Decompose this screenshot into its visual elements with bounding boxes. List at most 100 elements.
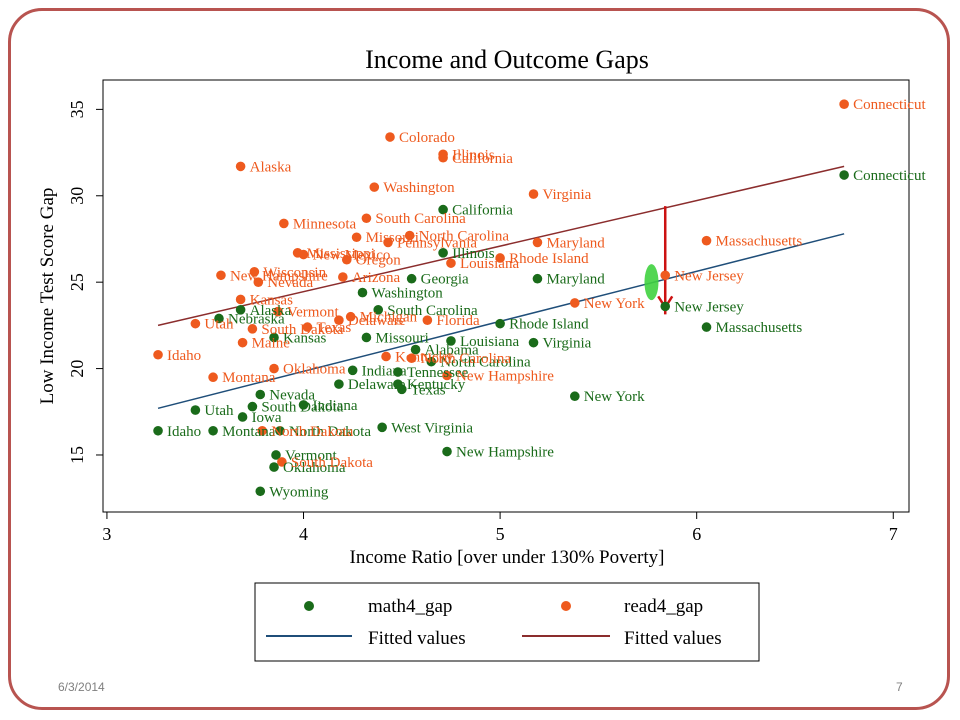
read4_gap-point-label: Delaware: [348, 313, 406, 329]
read4_gap-point-label: California: [452, 151, 513, 167]
x-tick-label: 7: [889, 524, 898, 544]
math4_gap-point: [438, 204, 448, 215]
read4_gap-point-label: Montana: [222, 370, 276, 386]
read4_gap-point-label: Kansas: [250, 292, 293, 308]
read4_gap-point-label: New Hampshire: [456, 368, 554, 384]
slide-frame: [8, 8, 950, 710]
read4_gap-point-label: Oregon: [356, 253, 401, 269]
read4_gap-point-label: Louisiana: [460, 256, 519, 272]
math4_gap-point-label: Georgia: [421, 272, 469, 288]
read4_gap-point-label: Maryland: [546, 235, 605, 251]
math4_gap-point: [237, 412, 248, 422]
math4_gap-point-label: Indiana: [362, 363, 407, 379]
math4_gap-point: [397, 384, 407, 395]
math4_gap-point-label: Oklahoma: [283, 460, 346, 476]
legend-math-fit-label: Fitted values: [368, 628, 466, 649]
read4_gap-point: [338, 272, 348, 282]
math4_gap-point-label: Montana: [222, 424, 276, 440]
math4_gap-point-label: Vermont: [285, 448, 337, 464]
footer-date: 6/3/2014: [58, 680, 105, 694]
read4_gap-point: [253, 277, 264, 287]
math4_gap-point-label: Kentucky: [407, 377, 466, 393]
legend-math-marker: [304, 601, 314, 611]
math4_gap-point-label: Maryland: [546, 272, 605, 288]
math4_gap-point: [393, 367, 403, 377]
math4_gap-point-label: Virginia: [543, 336, 592, 352]
read4_gap-point-label: Oklahoma: [283, 362, 346, 378]
read4_gap-point: [249, 267, 260, 277]
math4_gap-point-label: Utah: [204, 403, 234, 419]
read4_gap-point: [369, 182, 380, 192]
math4_gap-point: [269, 462, 279, 472]
math4_gap-point: [839, 170, 849, 180]
read4_gap-point: [247, 324, 258, 334]
read4_gap-point: [839, 99, 849, 109]
x-tick-label: 5: [496, 524, 505, 544]
y-axis-label: Low Income Test Score Gap: [37, 188, 58, 405]
legend-read-fit-label: Fitted values: [624, 628, 722, 649]
read4_gap-point-label: Texas: [316, 320, 351, 336]
read4_gap-point-label: Missouri: [366, 230, 419, 246]
read4_gap-point-label: New Hampshire: [230, 268, 328, 284]
math4_gap-point-label: Indiana: [313, 398, 358, 414]
math4_gap-point: [269, 332, 279, 343]
math4_gap-point: [208, 425, 218, 436]
math4_gap-point: [528, 337, 539, 348]
y-tick-label: 25: [67, 273, 87, 291]
y-tick-label: 35: [67, 100, 87, 118]
legend-read-marker: [561, 601, 571, 611]
read4_gap-point: [660, 270, 671, 281]
math4_gap-point-label: Idaho: [167, 424, 201, 440]
math4_gap-point-label: Alabama: [425, 343, 479, 359]
read4_gap-point: [277, 457, 287, 467]
read4_gap-point: [279, 218, 289, 229]
math4_gap-point-label: Iowa: [252, 410, 282, 426]
math4_gap-point: [446, 336, 456, 346]
highlight-marks: [644, 206, 674, 315]
read4_gap-point-label: New Mexico: [313, 248, 391, 264]
math4_gap-point: [235, 305, 246, 315]
math4_gap-point-label: North Carolina: [440, 355, 531, 371]
read4_gap-point: [381, 351, 391, 362]
read4_gap-point-label: Connecticut: [853, 97, 926, 113]
axes: 3 4 5 6 7 15 20 25 30 35: [67, 100, 898, 544]
math4_gap-point: [410, 344, 421, 355]
math4_gap-point-label: Tennessee: [407, 365, 469, 381]
data-points: [153, 99, 849, 497]
read4_gap-point-label: Vermont: [287, 305, 339, 321]
read4_gap-point-label: Mississippi: [307, 246, 375, 262]
math4_gap-point: [347, 365, 358, 376]
read4_gap-point: [528, 189, 539, 199]
read4_gap-point: [404, 230, 415, 241]
read4_gap-point: [446, 258, 456, 268]
read4_gap-point-label: Illinois: [452, 147, 495, 163]
read4_gap-point: [237, 337, 248, 348]
read4_gap-point: [532, 237, 543, 248]
math4_gap-point-label: Delaware: [348, 377, 406, 393]
read4_gap-point: [298, 249, 309, 260]
chart-title: Income and Outcome Gaps: [365, 45, 649, 74]
read4_gap-point-label: Pennsylvania: [397, 235, 477, 251]
read4_gap-point: [345, 311, 356, 322]
math4_gap-point: [334, 379, 344, 389]
math4_gap-point: [153, 425, 163, 436]
read4_gap-point: [495, 253, 505, 263]
read4_gap-point-label: Washington: [383, 180, 455, 196]
math4_gap-point: [570, 391, 580, 402]
math4_gap-point: [377, 422, 387, 433]
read4_gap-point-label: South Dakota: [261, 322, 343, 338]
math4_gap-point-label: Rhode Island: [509, 317, 589, 333]
read4_gap-point-label: Maine: [252, 336, 291, 352]
math4_gap-point: [357, 287, 368, 298]
read4_gap-point-label: Alaska: [250, 159, 292, 175]
read4_gap-point: [235, 294, 246, 305]
math4_gap-point: [271, 450, 281, 460]
footer-page-number: 7: [896, 680, 903, 694]
read4_gap-point: [385, 132, 395, 142]
math4_gap-point: [373, 305, 384, 315]
math4_gap-point-label: Louisiana: [460, 334, 519, 350]
y-tick-label: 20: [67, 360, 87, 378]
x-tick-label: 4: [299, 524, 308, 544]
read4_gap-point-label: South Dakota: [291, 455, 373, 471]
